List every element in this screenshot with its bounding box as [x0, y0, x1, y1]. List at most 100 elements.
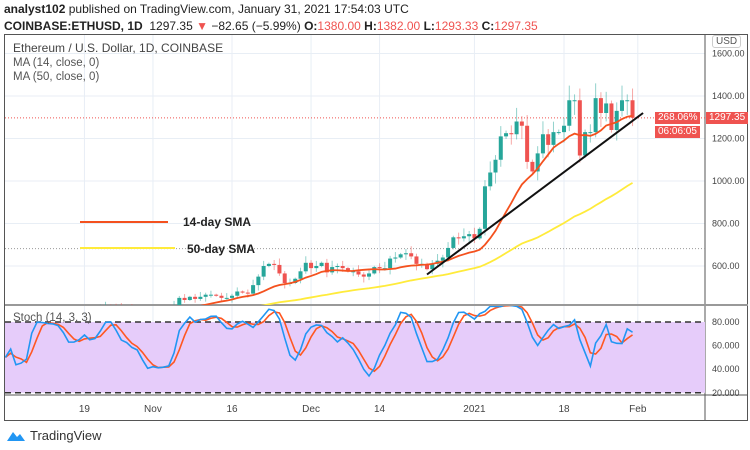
date-tick-label: 19 [79, 404, 91, 415]
candle-body [388, 258, 393, 269]
candle-body [562, 125, 567, 133]
candle-body [393, 257, 398, 259]
candle-body [351, 271, 356, 273]
candle-body [593, 98, 598, 133]
candle-body [488, 172, 493, 187]
candle-body [472, 234, 477, 239]
low-label: L: [423, 19, 435, 33]
annotation-50-day-sma: 50-day SMA [187, 242, 256, 256]
brand-name: TradingView [30, 428, 102, 443]
stoch-pane [5, 306, 633, 378]
candle-body [467, 234, 472, 237]
price-change: −82.65 (−5.99%) [211, 19, 301, 33]
candle-body [398, 254, 403, 258]
candle-body [361, 274, 366, 277]
footer-brand[interactable]: TradingView [6, 428, 102, 443]
triangle-down-icon: ▼ [196, 19, 208, 33]
stoch-tick-label: 40.000 [712, 364, 740, 374]
candle-body [282, 273, 287, 283]
candle-body [372, 267, 377, 274]
percent-tag: 268.06% [655, 112, 701, 124]
candle-body [193, 296, 198, 299]
tradingview-cloud-icon [7, 431, 25, 441]
last-price-tag: 1297.35 [706, 112, 749, 124]
candle-body [403, 253, 408, 255]
candle-body [219, 295, 224, 298]
stoch-tick-label: 60.000 [712, 341, 740, 351]
candle-body [440, 257, 445, 261]
date-tick-label: Dec [302, 404, 320, 415]
publish-info: analyst102 published on TradingView.com,… [4, 2, 409, 16]
candle-body [146, 312, 150, 313]
candle-body [504, 133, 509, 137]
candle-body [293, 278, 298, 283]
date-tick-label: 16 [226, 404, 238, 415]
candle-body [93, 311, 97, 315]
close-label: C: [481, 19, 495, 33]
candle-body [224, 297, 229, 299]
candle-body [519, 121, 524, 126]
candle-body [187, 296, 192, 300]
price-tick-label: 1400.00 [712, 91, 745, 101]
candle-body [119, 307, 123, 309]
candle-body [156, 310, 160, 312]
candle-body [135, 310, 139, 311]
annotation-14-day-sma: 14-day SMA [183, 215, 252, 229]
candle-body [125, 307, 129, 309]
candle-body [309, 262, 314, 269]
candle-body [556, 132, 561, 134]
price-tick-label: 1600.00 [712, 49, 745, 59]
candle-body [261, 266, 266, 277]
candle-body [451, 237, 456, 248]
candle-body [461, 236, 466, 239]
candle-body [446, 247, 451, 258]
candle-body [604, 103, 609, 113]
candle-body [98, 306, 102, 310]
candle-body [314, 266, 319, 269]
low-value: 1293.33 [434, 19, 479, 33]
price-tick-label: 1000.00 [712, 176, 745, 186]
currency-button[interactable]: USD [712, 35, 742, 48]
candle-body [266, 263, 271, 266]
candle-body [340, 266, 345, 269]
main-pane [5, 83, 705, 315]
trendline [426, 112, 644, 276]
countdown-tag: 06:06:05 [655, 126, 700, 138]
open-label: O: [304, 19, 318, 33]
publish-text: published on TradingView.com, January 31… [68, 2, 409, 16]
stoch-tick-label: 20.000 [712, 388, 740, 398]
candle-body [530, 161, 535, 172]
date-tick-label: Feb [629, 404, 647, 415]
legend-stoch[interactable]: Stoch (14, 3, 3) [13, 312, 92, 324]
stoch-k-line [5, 306, 633, 378]
candle-body [498, 136, 503, 160]
ma50-line [260, 182, 633, 305]
candle-body [535, 153, 540, 172]
candle-body [324, 262, 329, 273]
candle-body [551, 132, 556, 145]
price-tick-label: 600.00 [712, 261, 740, 271]
close-value: 1297.35 [494, 19, 538, 33]
candle-body [198, 296, 203, 299]
candle-body [367, 273, 372, 277]
price-tick-label: 800.00 [712, 219, 740, 229]
candle-body [583, 132, 588, 156]
candle-body [425, 263, 429, 270]
candle-body [356, 271, 361, 275]
last-price: 1297.35 [149, 19, 193, 33]
candle-body [298, 271, 303, 279]
author[interactable]: analyst102 [4, 2, 66, 16]
candle-body [482, 186, 487, 229]
legend-ma50[interactable]: MA (50, close, 0) [13, 71, 100, 83]
candle-body [493, 159, 498, 173]
candle-body [235, 291, 240, 296]
candle-body [546, 134, 551, 145]
chart-title: Ethereum / U.S. Dollar, 1D, COINBASE [13, 41, 224, 55]
candle-body [272, 263, 277, 265]
legend-ma14[interactable]: MA (14, close, 0) [13, 57, 100, 69]
candle-body [130, 307, 134, 309]
candle-body [619, 100, 624, 111]
candle-body [577, 100, 582, 156]
candle-body [335, 266, 340, 268]
